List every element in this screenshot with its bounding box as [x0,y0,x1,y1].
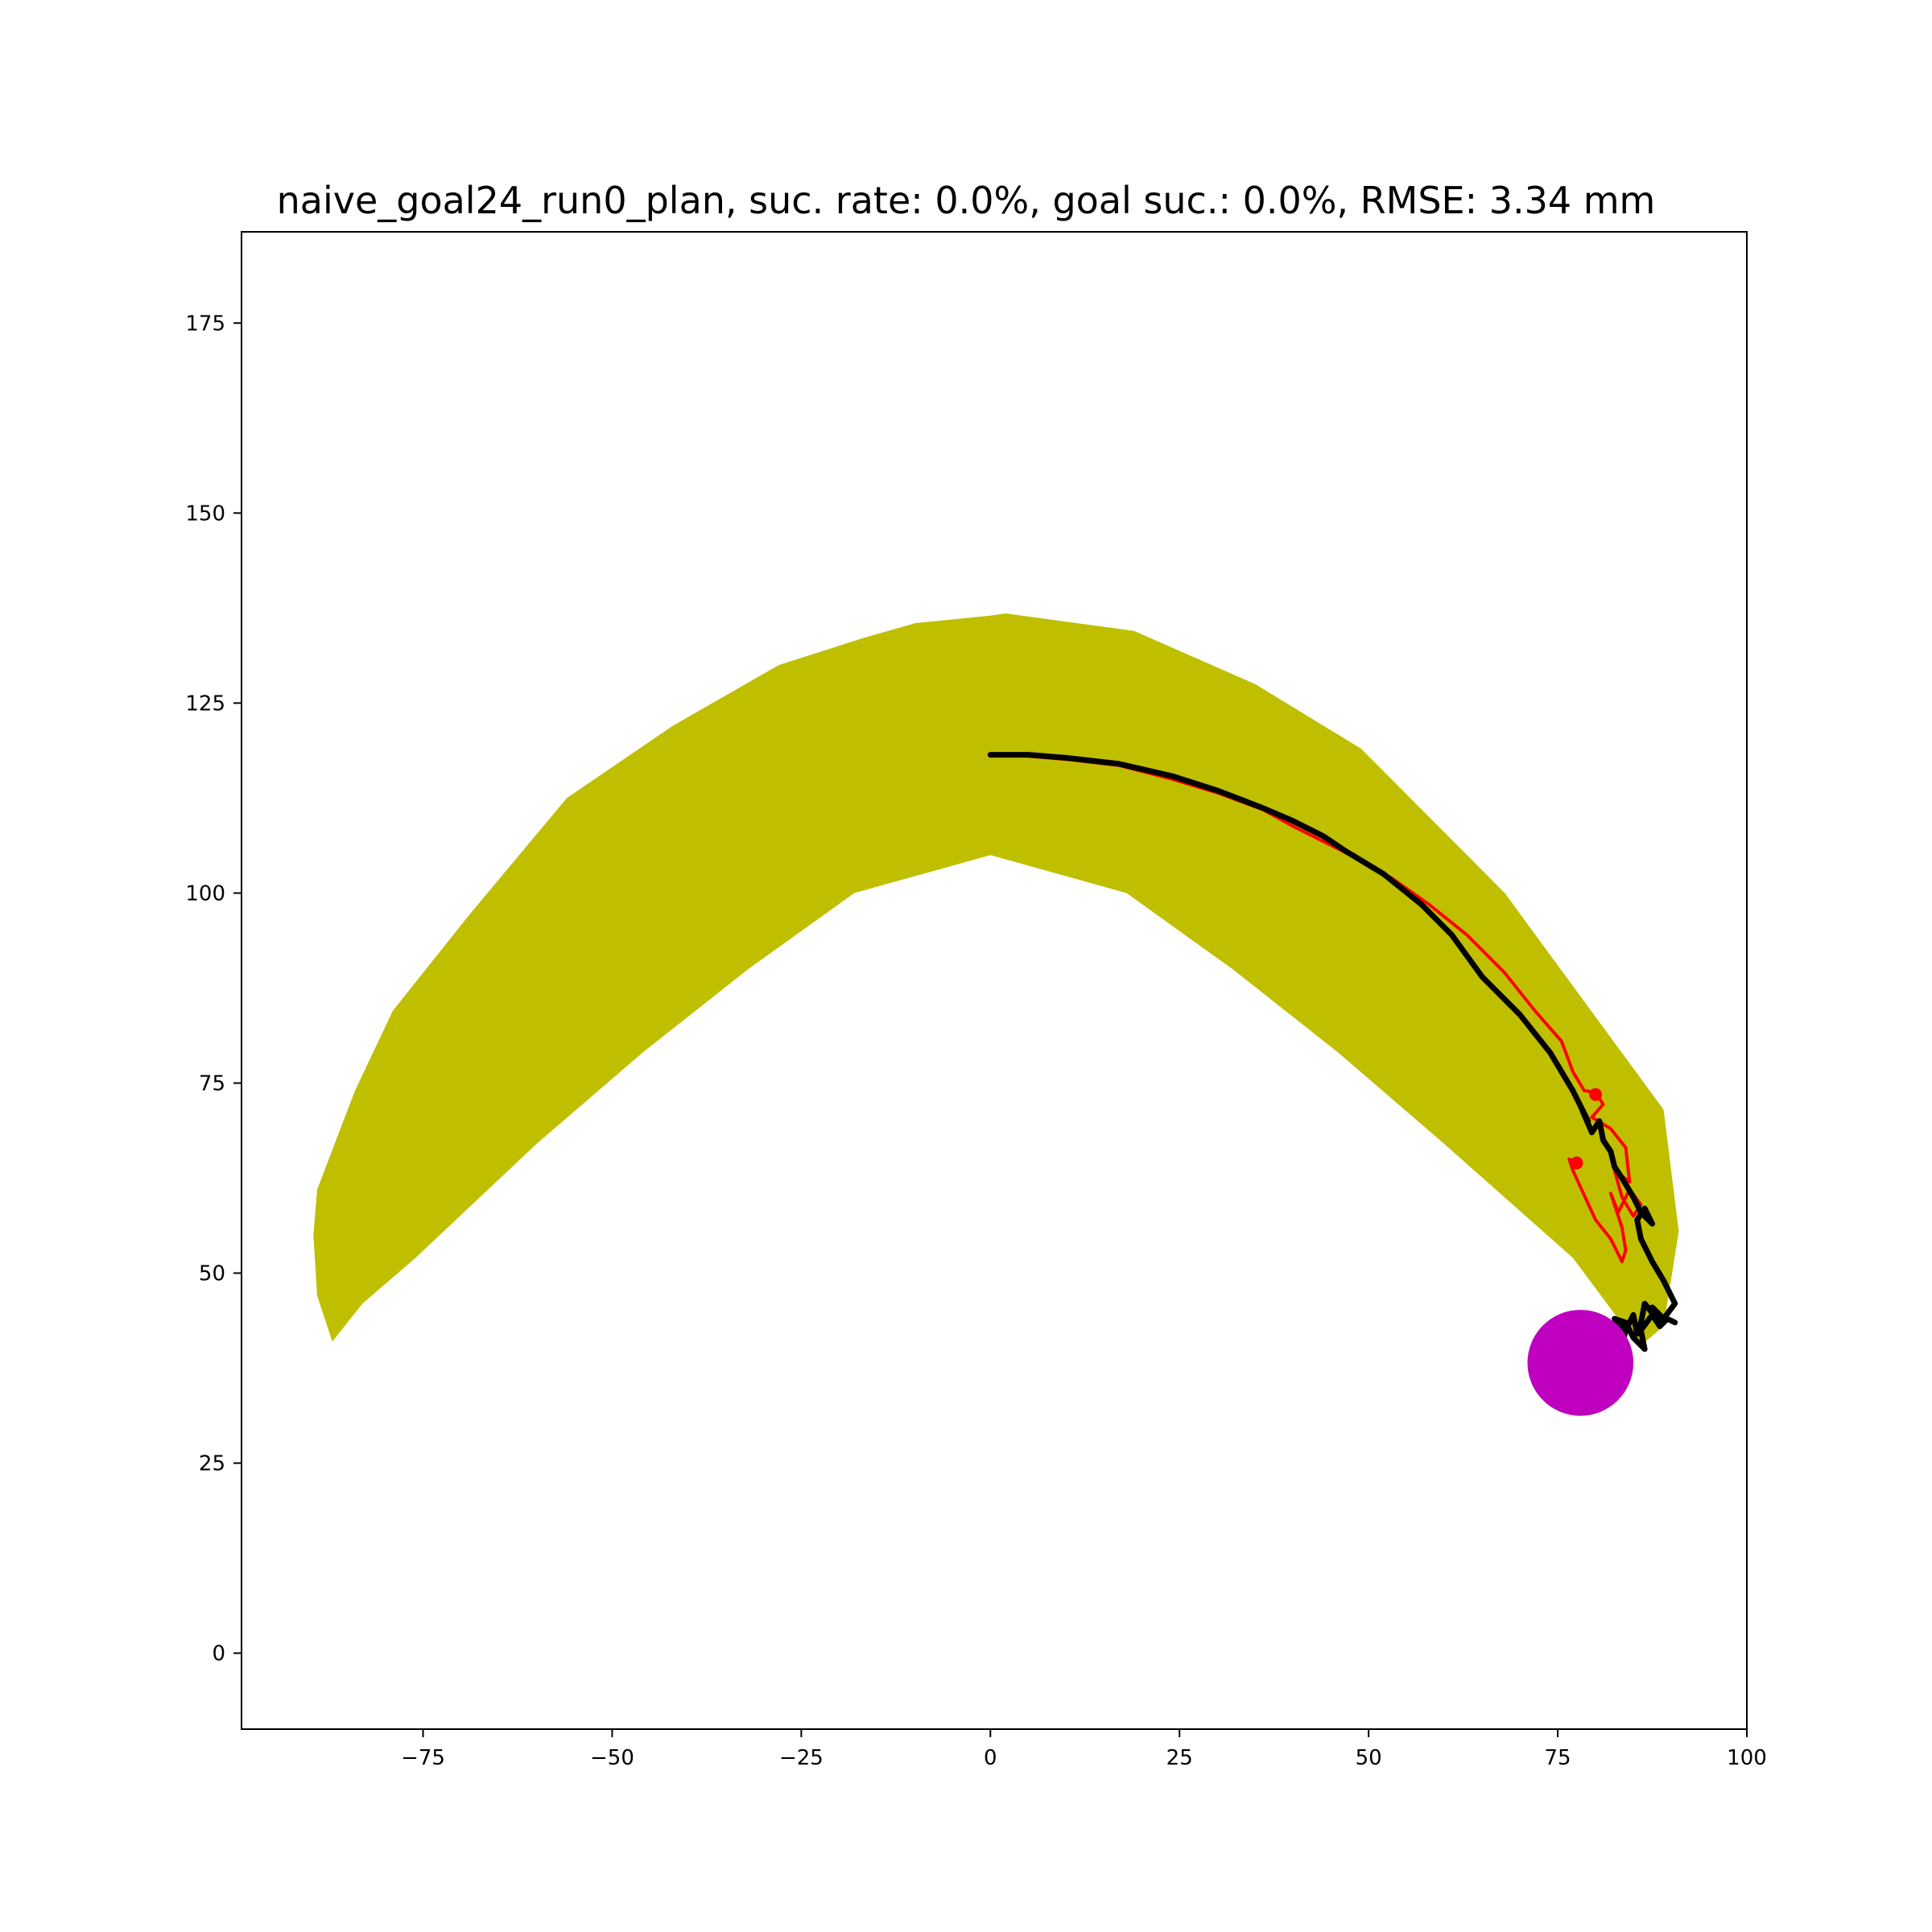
chart-title: naive_goal24_run0_plan, suc. rate: 0.0%,… [276,179,1656,222]
x-tick-label: −75 [401,1746,445,1770]
y-tick-label: 0 [212,1642,225,1666]
x-tick-label: 0 [984,1746,997,1770]
y-tick-label: 75 [199,1071,225,1096]
x-tick-label: 100 [1727,1746,1767,1770]
x-tick-label: −50 [590,1746,634,1770]
planned-endpoint-marker [1570,1156,1583,1170]
axes-frame [241,231,1748,1730]
y-tick-label: 25 [199,1452,225,1476]
y-tick-label: 100 [185,881,225,906]
x-tick-label: −25 [779,1746,824,1770]
y-tick-label: 125 [185,691,225,716]
y-tick-label: 50 [199,1262,225,1286]
y-axis: 0 25 50 75 100 125 150 175 [185,312,242,1666]
x-tick-label: 25 [1166,1746,1193,1770]
x-tick-label: 75 [1545,1746,1571,1770]
planned-waypoint-marker [1589,1088,1603,1101]
y-tick-label: 150 [185,502,225,526]
y-tick-label: 175 [185,312,225,336]
x-axis: −75 −50 −25 0 25 50 75 100 [401,1729,1767,1770]
executed-trajectory-line [987,752,1678,1352]
workspace-region [313,613,1679,1346]
x-tick-label: 50 [1356,1746,1382,1770]
plot-area [313,613,1679,1416]
goal-marker [1527,1310,1634,1416]
